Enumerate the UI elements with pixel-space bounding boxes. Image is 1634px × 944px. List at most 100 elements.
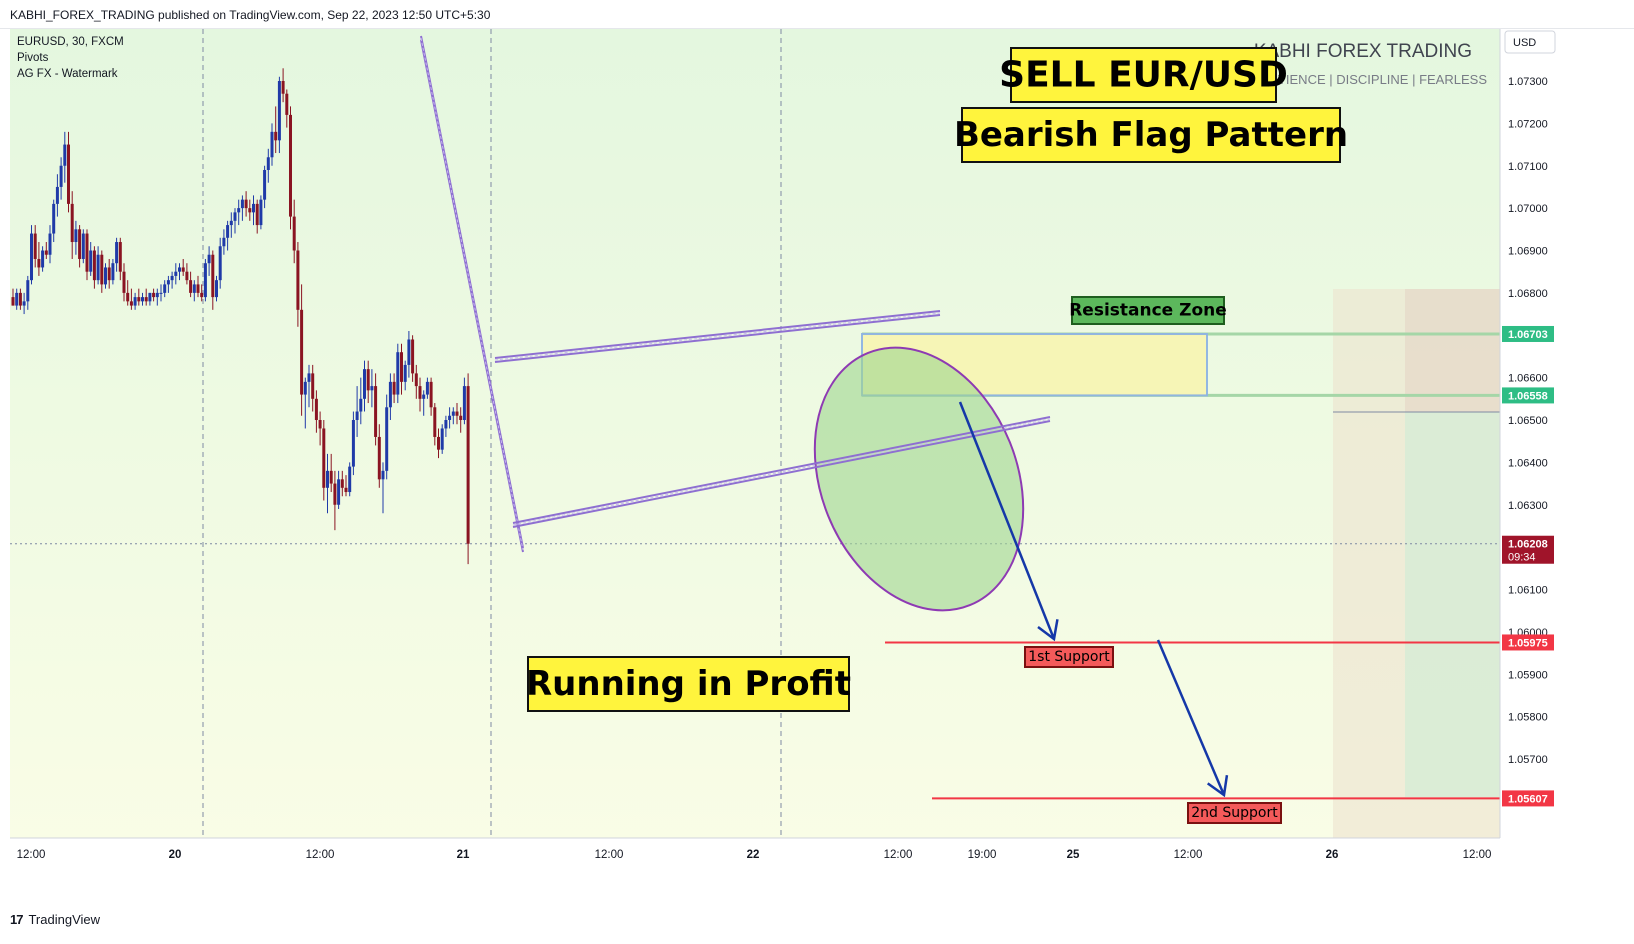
candle — [344, 475, 348, 497]
candle — [263, 165, 267, 209]
price-label: 1.05975 — [1502, 634, 1554, 651]
candle — [303, 377, 307, 429]
candle — [166, 275, 170, 293]
candle — [203, 258, 207, 302]
price-label-countdown: 09:34 — [1508, 552, 1536, 564]
target-arrow-2[interactable] — [1156, 639, 1229, 798]
flag-pole-line[interactable] — [420, 35, 524, 553]
candle — [207, 246, 211, 276]
x-tick-label: 12:00 — [1174, 849, 1203, 861]
support-1-label[interactable]: 1st Support — [1024, 646, 1114, 668]
candle — [411, 335, 415, 382]
price-axis[interactable] — [1500, 29, 1565, 868]
candle — [89, 242, 93, 276]
x-tick-label: 12:00 — [884, 849, 913, 861]
candle — [337, 470, 341, 509]
candle — [196, 275, 200, 298]
candle — [26, 275, 30, 310]
tradingview-footer[interactable]: 17 TradingView — [10, 912, 100, 927]
support-2-label[interactable]: 2nd Support — [1187, 802, 1282, 824]
time-axis[interactable] — [10, 838, 1565, 868]
currency-button[interactable]: USD — [1504, 30, 1556, 54]
candle — [229, 212, 233, 238]
candle — [67, 131, 70, 213]
candle — [444, 415, 448, 437]
x-tick-label: 21 — [457, 849, 470, 861]
candle — [266, 148, 270, 183]
candle — [440, 424, 444, 454]
candle — [74, 220, 78, 255]
candle — [240, 195, 244, 221]
candle — [274, 106, 278, 154]
candle — [189, 271, 193, 298]
resistance-zone-label[interactable]: Resistance Zone — [1069, 296, 1227, 325]
candle — [359, 377, 363, 425]
y-tick-label: 1.06600 — [1508, 373, 1548, 385]
x-tick-label: 26 — [1326, 849, 1339, 861]
price-label-text: 1.06703 — [1508, 329, 1548, 341]
candle — [381, 462, 385, 514]
candle — [155, 288, 159, 306]
candle — [277, 76, 281, 154]
y-tick-label: 1.07300 — [1508, 76, 1548, 88]
channel-lower-line[interactable] — [512, 416, 1051, 528]
price-label-text: 1.06208 — [1508, 539, 1548, 551]
candle — [115, 237, 119, 272]
candle — [400, 343, 403, 395]
bearish-flag-box[interactable]: Bearish Flag Pattern — [954, 107, 1348, 163]
candle — [41, 246, 45, 272]
candle — [44, 242, 48, 259]
candle — [63, 131, 67, 183]
y-tick-label: 1.06900 — [1508, 246, 1548, 258]
candle — [322, 420, 326, 501]
sell-eurusd-box[interactable]: SELL EUR/USD — [999, 47, 1288, 103]
candle — [318, 411, 322, 446]
candle — [459, 407, 463, 433]
candle — [244, 191, 248, 217]
price-label: 1.05607 — [1502, 790, 1554, 807]
candle — [388, 373, 392, 420]
candle — [48, 225, 52, 264]
support-2-label-text: 2nd Support — [1191, 805, 1278, 821]
candle — [107, 258, 111, 289]
y-tick-label: 1.05900 — [1508, 669, 1548, 681]
price-label: 1.06703 — [1502, 325, 1554, 342]
candle — [425, 377, 429, 399]
candle — [22, 292, 26, 315]
candle — [255, 199, 259, 234]
candle — [292, 199, 296, 264]
y-tick-label: 1.07000 — [1508, 203, 1548, 215]
candle — [385, 394, 389, 480]
candle — [437, 428, 440, 459]
candle — [311, 364, 315, 412]
resistance-zone-label-text: Resistance Zone — [1069, 301, 1227, 321]
candle — [252, 195, 255, 226]
indicator-legend[interactable]: Pivots — [17, 52, 49, 64]
candle — [159, 284, 163, 302]
candle — [248, 199, 252, 221]
breakout-ellipse[interactable] — [777, 316, 1061, 642]
symbol-legend[interactable]: EURUSD, 30, FXCM — [17, 36, 124, 48]
candle — [448, 407, 452, 429]
candle — [137, 288, 141, 306]
candle — [403, 360, 407, 391]
candle — [15, 288, 19, 310]
running-profit-box[interactable]: Running in Profit — [526, 656, 851, 712]
candle — [55, 174, 59, 217]
x-tick-label: 12:00 — [595, 849, 624, 861]
candle — [270, 123, 274, 166]
channel-upper-line[interactable] — [494, 310, 941, 363]
candle — [418, 377, 422, 412]
candle — [200, 284, 204, 302]
candle — [462, 377, 466, 425]
candle — [366, 360, 370, 404]
candle — [333, 470, 337, 531]
candle — [11, 288, 15, 306]
projection-zone-top — [1405, 289, 1500, 412]
candle — [163, 280, 167, 298]
indicator-legend[interactable]: AG FX - Watermark — [17, 68, 118, 80]
target-arrow-1[interactable] — [958, 401, 1059, 642]
